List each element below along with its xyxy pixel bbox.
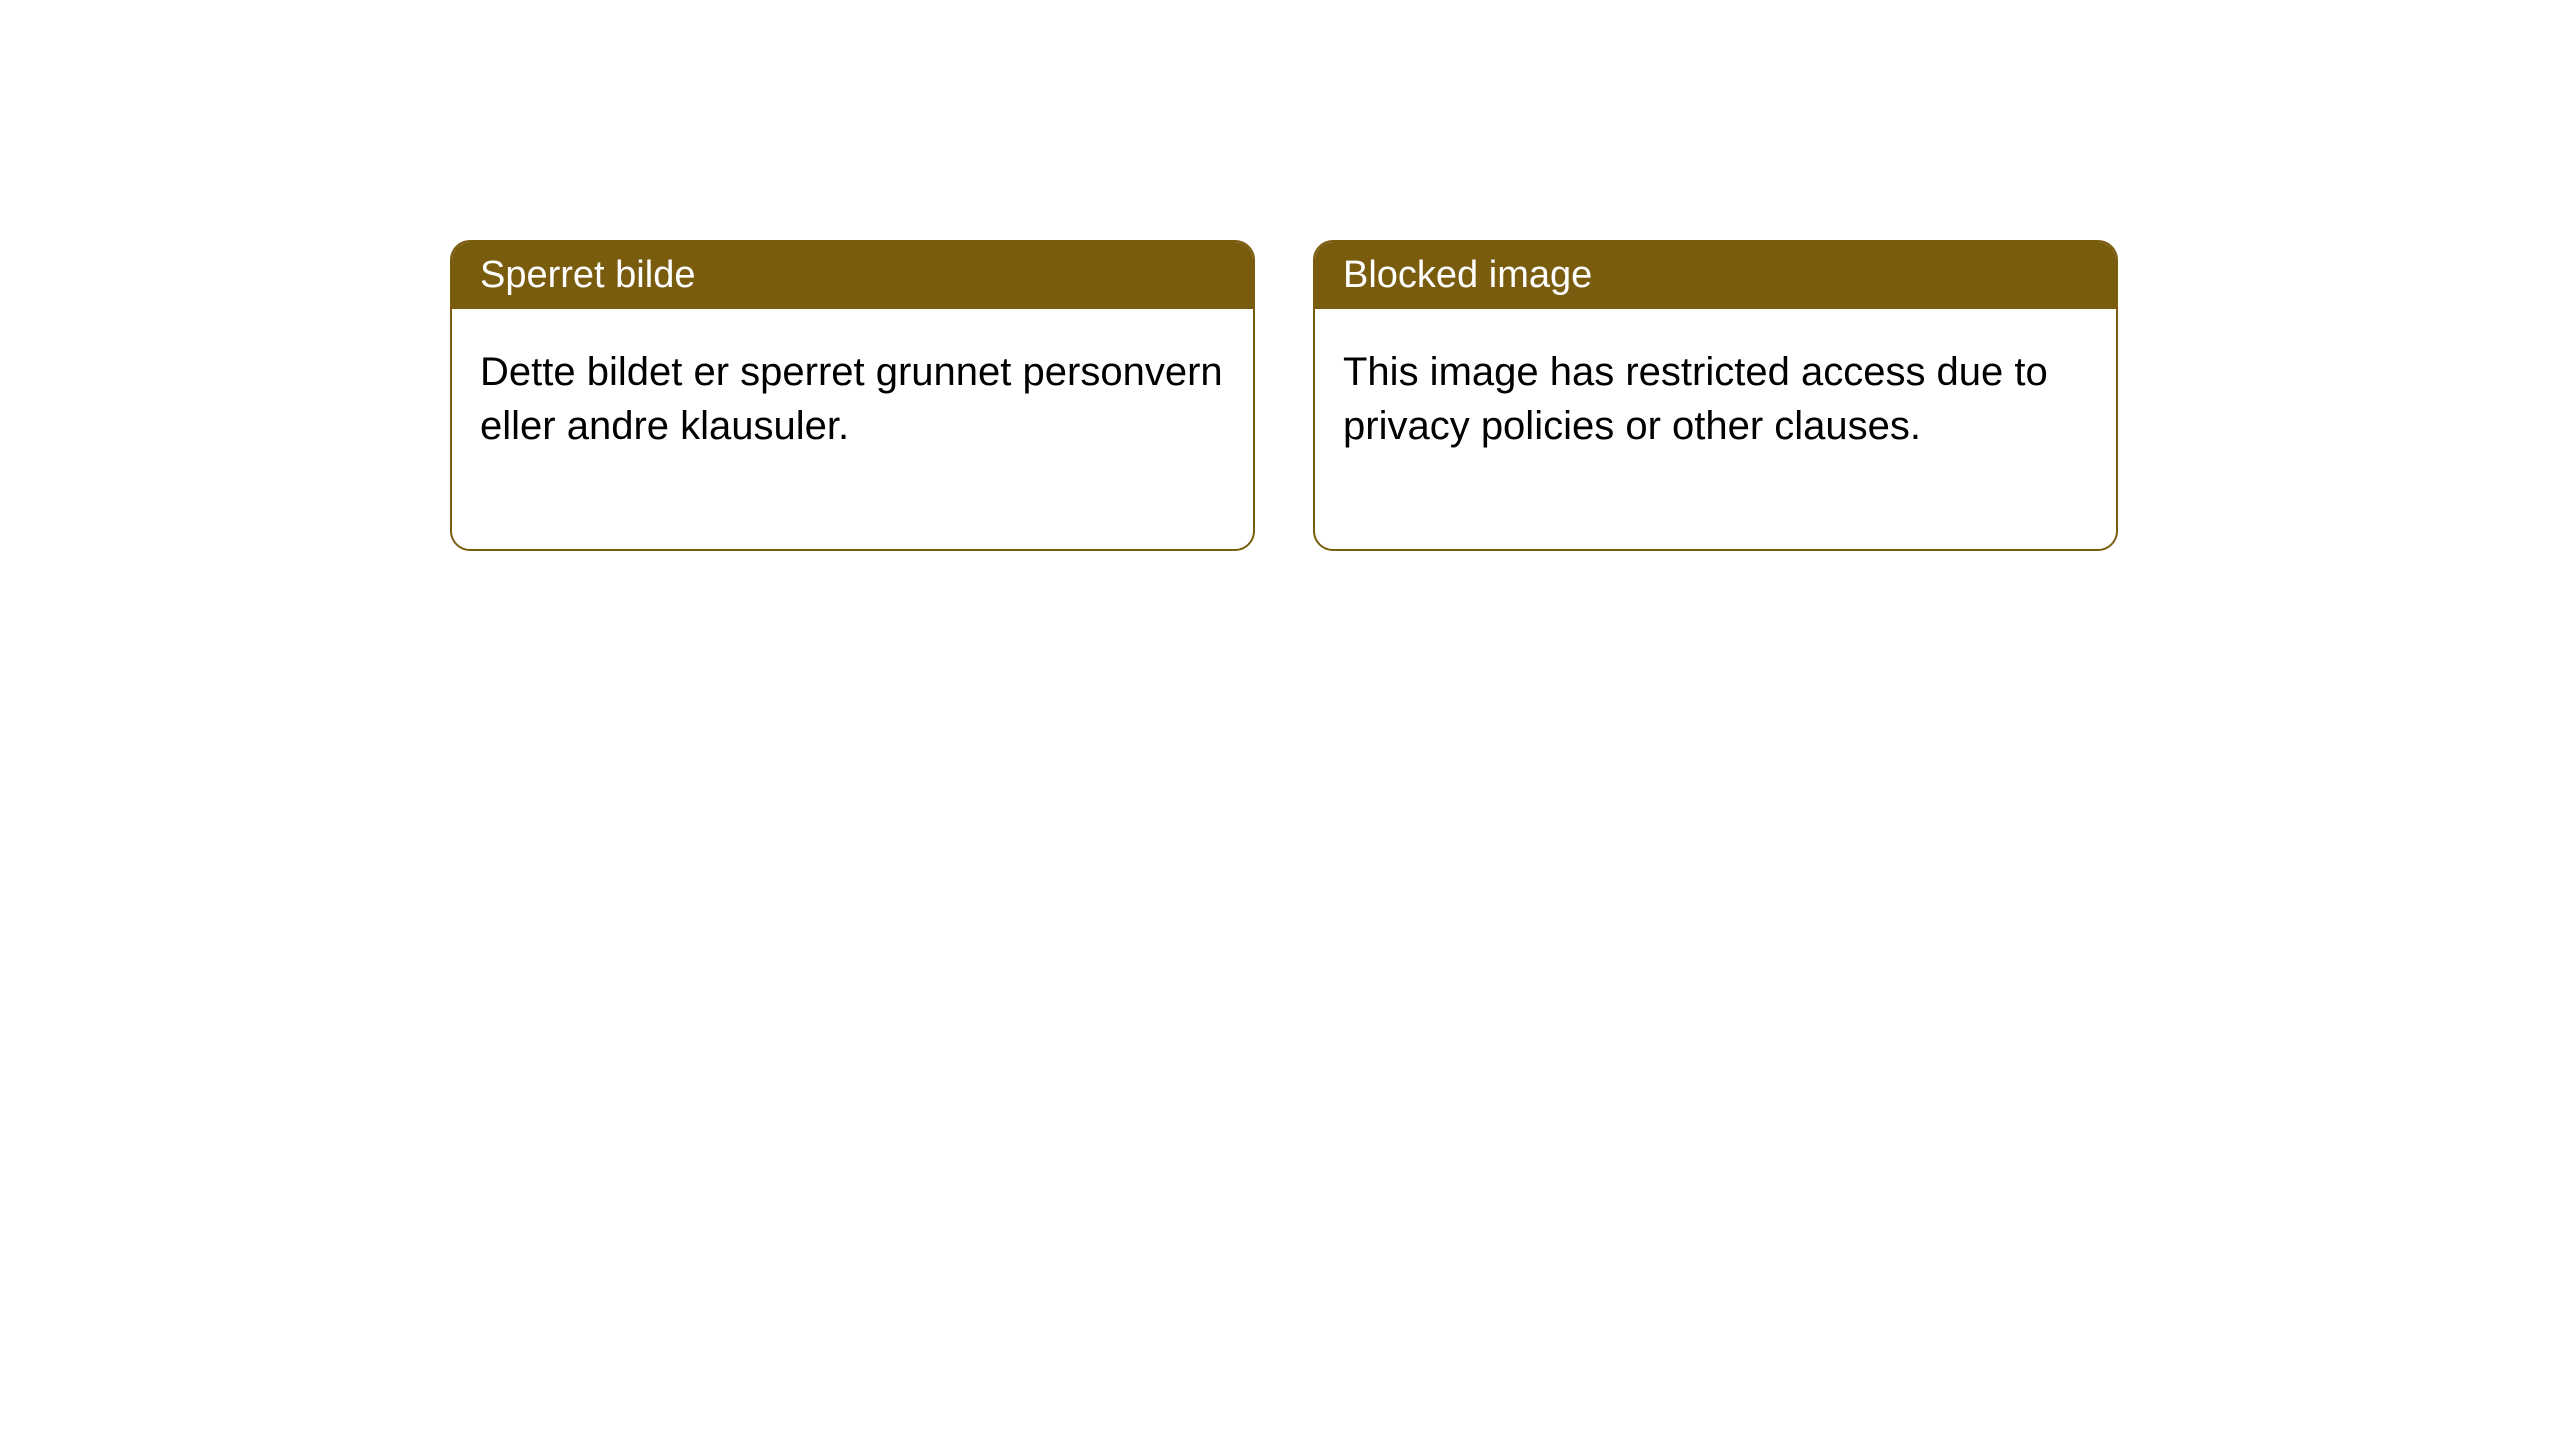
card-header: Blocked image [1315, 242, 2116, 309]
card-body-text: This image has restricted access due to … [1343, 350, 2048, 448]
card-body: Dette bildet er sperret grunnet personve… [452, 309, 1253, 549]
card-header: Sperret bilde [452, 242, 1253, 309]
card-english: Blocked image This image has restricted … [1313, 240, 2118, 551]
card-norwegian: Sperret bilde Dette bildet er sperret gr… [450, 240, 1255, 551]
card-title: Blocked image [1343, 254, 1592, 296]
card-body: This image has restricted access due to … [1315, 309, 2116, 549]
card-body-text: Dette bildet er sperret grunnet personve… [480, 350, 1223, 448]
card-title: Sperret bilde [480, 254, 695, 296]
cards-container: Sperret bilde Dette bildet er sperret gr… [0, 0, 2560, 551]
